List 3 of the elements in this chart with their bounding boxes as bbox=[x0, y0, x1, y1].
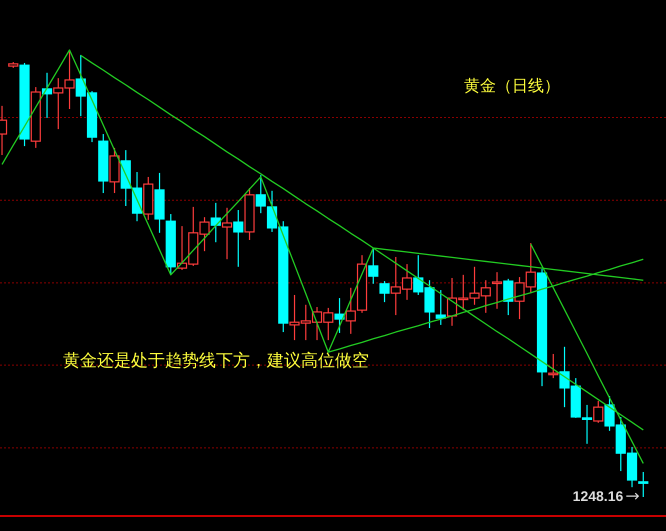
annotation: 黄金还是处于趋势线下方，建议高位做空 bbox=[63, 351, 369, 370]
annotation: 1248.16 bbox=[572, 488, 624, 504]
title: 黄金（日线） bbox=[464, 78, 560, 95]
